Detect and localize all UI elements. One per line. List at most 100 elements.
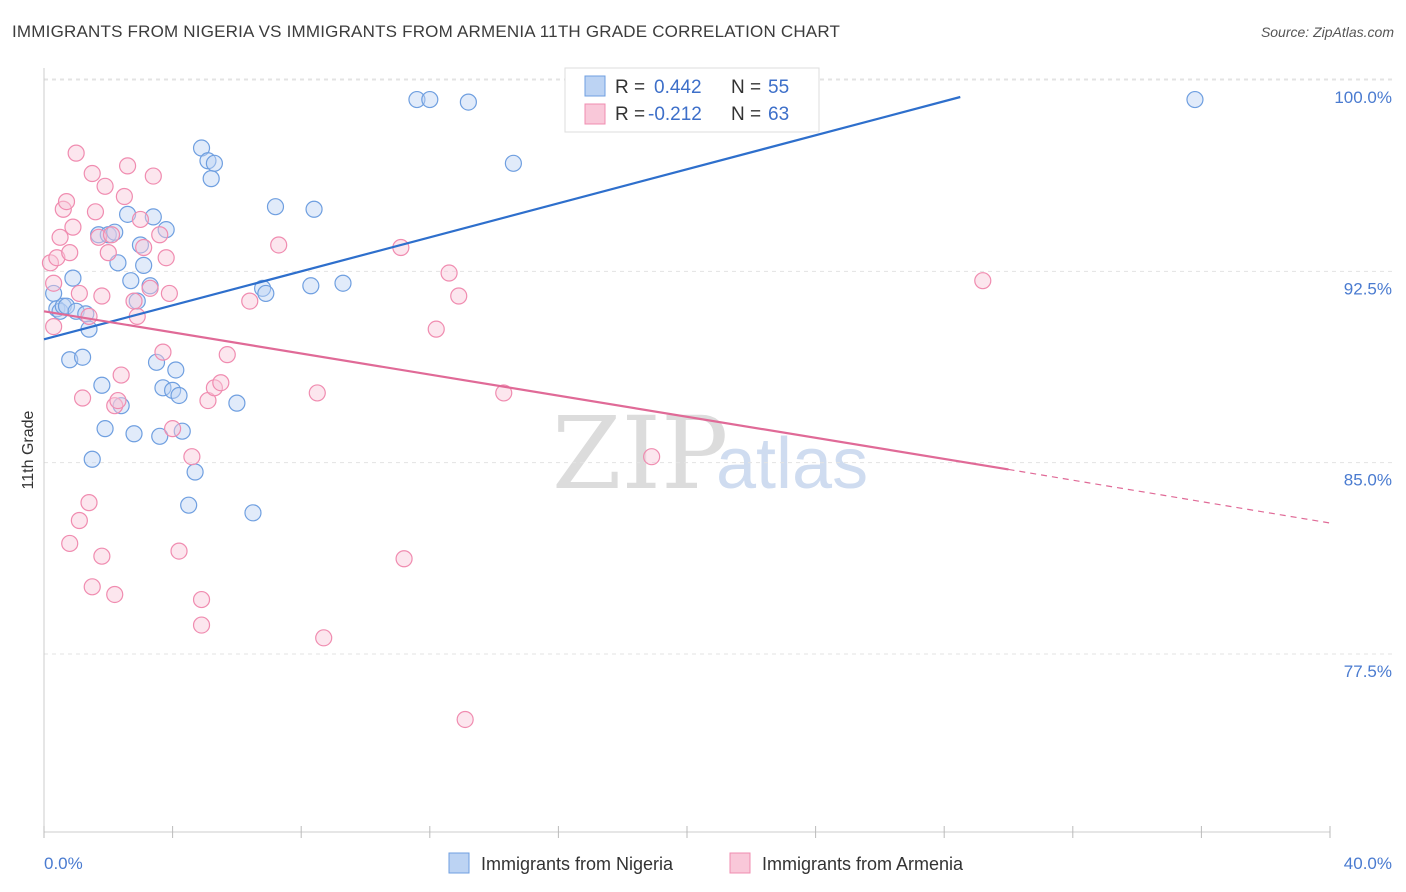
gridlines: [44, 78, 1392, 655]
legend-r-label-nigeria: R =: [615, 77, 645, 98]
bottom-legend-swatch-nigeria: [448, 852, 470, 874]
legend-n-label-nigeria: N =: [731, 77, 761, 98]
data-point: [61, 351, 79, 369]
data-point: [51, 228, 69, 246]
data-point: [974, 272, 992, 290]
data-point: [308, 384, 326, 402]
data-point: [183, 448, 201, 466]
legend-r-label-armenia: R =: [615, 104, 645, 125]
data-point: [83, 164, 101, 183]
data-point: [83, 450, 101, 468]
data-point: [157, 249, 175, 267]
data-point: [45, 318, 63, 336]
data-point: [167, 361, 185, 379]
data-point: [160, 284, 178, 303]
data-point: [106, 585, 124, 604]
data-point: [212, 374, 230, 392]
data-point: [408, 90, 426, 109]
data-point: [495, 384, 513, 402]
data-point: [118, 157, 137, 175]
legend-top: R = 0.442 N = 55 R = -0.212 N = 63: [564, 67, 820, 133]
data-point: [440, 264, 458, 282]
data-point: [96, 420, 114, 438]
data-point: [257, 284, 275, 303]
trendlines: [43, 95, 1331, 524]
data-point: [254, 279, 272, 297]
bottom-legend-swatch-armenia: [729, 852, 751, 874]
watermark-zip: ZIP: [552, 395, 728, 512]
data-point: [112, 366, 130, 384]
data-point: [151, 226, 169, 244]
data-point: [131, 236, 150, 254]
trendline-armenia-extension: [1008, 468, 1331, 524]
data-point: [86, 203, 105, 221]
data-point: [125, 425, 143, 443]
data-point: [106, 223, 124, 241]
data-point: [302, 277, 320, 295]
legend-n-label-armenia: N =: [731, 104, 761, 125]
data-point: [93, 547, 111, 565]
data-point: [64, 269, 82, 287]
data-point: [131, 210, 150, 229]
y-tick-labels: 100.0% 92.5% 85.0% 77.5%: [1334, 88, 1392, 681]
x-ticks: [43, 826, 1331, 838]
bottom-legend-label-nigeria: Immigrants from Nigeria: [481, 854, 674, 874]
series-nigeria-points: [45, 90, 1204, 522]
data-point: [57, 192, 76, 211]
data-point: [80, 494, 98, 512]
data-point: [241, 292, 259, 310]
bottom-legend-label-armenia: Immigrants from Armenia: [762, 854, 964, 874]
data-point: [164, 420, 182, 438]
data-point: [106, 397, 124, 415]
data-point: [186, 463, 204, 481]
watermark-atlas: atlas: [716, 424, 868, 504]
data-point: [109, 391, 127, 410]
data-point: [73, 389, 92, 407]
data-point: [170, 386, 188, 405]
data-point: [144, 167, 162, 185]
y-tick-label: 77.5%: [1344, 662, 1392, 681]
data-point: [266, 198, 285, 216]
data-point: [170, 542, 188, 560]
data-point: [395, 550, 413, 568]
data-point: [102, 226, 121, 244]
data-point: [228, 394, 246, 412]
data-point: [421, 90, 439, 109]
data-point: [61, 534, 79, 553]
source-credit: Source: ZipAtlas.com: [1260, 24, 1394, 40]
data-point: [93, 376, 111, 394]
data-point: [122, 272, 140, 290]
data-point: [315, 629, 333, 647]
data-point: [135, 238, 153, 257]
legend-swatch-armenia: [584, 103, 606, 125]
data-point: [112, 397, 130, 415]
data-point: [180, 496, 198, 514]
data-point: [70, 511, 88, 530]
data-point: [154, 379, 172, 397]
data-point: [135, 256, 153, 274]
series-armenia-points: [41, 144, 992, 729]
data-point: [305, 200, 323, 218]
data-point: [147, 353, 166, 371]
trendline-nigeria: [43, 95, 961, 341]
data-point: [151, 427, 169, 445]
data-point: [90, 228, 108, 246]
trendline-armenia: [43, 310, 1009, 471]
data-point: [96, 177, 114, 195]
data-point: [80, 307, 98, 325]
legend-r-value-armenia: -0.212: [648, 104, 702, 125]
legend-r-value-nigeria: 0.442: [654, 77, 702, 98]
data-point: [67, 144, 85, 162]
data-point: [48, 249, 66, 267]
y-tick-label: 92.5%: [1344, 279, 1392, 298]
y-tick-label: 85.0%: [1344, 471, 1392, 490]
data-point: [202, 170, 220, 188]
data-point: [192, 590, 211, 609]
data-point: [450, 287, 468, 305]
data-point: [144, 208, 162, 226]
data-point: [244, 504, 262, 522]
legend-bottom: Immigrants from Nigeria Immigrants from …: [448, 852, 964, 874]
legend-n-value-nigeria: 55: [768, 77, 789, 98]
data-point: [173, 422, 191, 440]
legend-n-value-armenia: 63: [768, 104, 789, 125]
